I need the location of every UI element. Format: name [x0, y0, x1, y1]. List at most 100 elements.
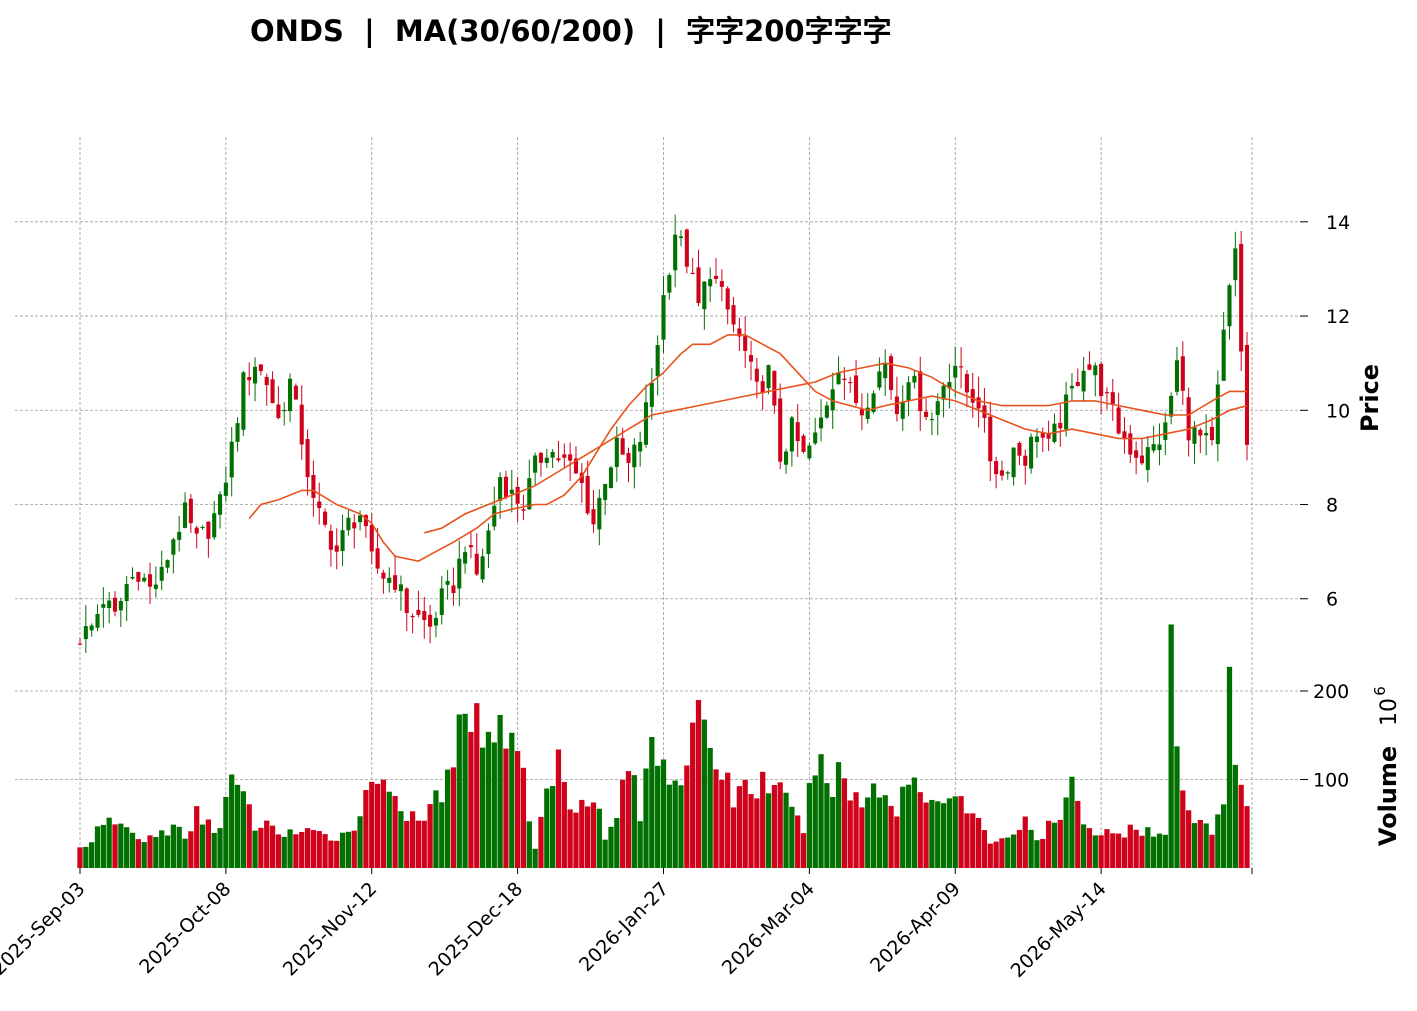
volume-bar — [281, 836, 287, 868]
volume-bar — [229, 774, 235, 868]
volume-bar — [725, 772, 731, 868]
volume-bar — [958, 796, 964, 868]
x-tick-label: 2026-Mar-04 — [718, 878, 819, 979]
candle-body — [603, 483, 608, 500]
candle-body — [614, 437, 619, 467]
x-tick-label: 2026-May-14 — [1007, 878, 1111, 982]
candle-body — [118, 601, 123, 611]
volume-bar — [199, 824, 206, 868]
candle-body — [1087, 364, 1092, 370]
price-candles — [77, 214, 1250, 653]
candle-body — [696, 267, 701, 304]
volume-bar — [211, 832, 217, 868]
volume-bar — [1162, 834, 1168, 868]
volume-bar — [900, 786, 906, 868]
volume-bar — [474, 703, 480, 868]
candle-body — [708, 279, 713, 287]
volume-bar — [363, 790, 369, 868]
candle-body — [1151, 444, 1156, 451]
candle-body — [544, 457, 549, 463]
volume-bar — [806, 783, 813, 868]
volume-bar — [975, 817, 982, 868]
candle-body — [1023, 455, 1028, 466]
candle-body — [130, 577, 135, 579]
candle-body — [369, 524, 374, 552]
candle-body — [766, 365, 771, 389]
volume-bar — [170, 824, 176, 868]
volume-bar — [812, 775, 818, 868]
candle-body — [468, 545, 473, 548]
volume-bar — [713, 769, 719, 868]
volume-bar — [293, 834, 299, 868]
volume-bar — [835, 762, 842, 868]
volume-bar — [596, 808, 602, 868]
volume-bar — [520, 767, 527, 868]
volume-bar — [532, 848, 538, 868]
candle-body — [953, 365, 958, 378]
volume-bar — [847, 800, 853, 868]
volume-bar — [567, 809, 573, 868]
candle-body — [830, 389, 835, 411]
volume-bar — [1051, 822, 1058, 868]
volume-bar — [1186, 810, 1192, 868]
volume-bar — [526, 821, 532, 868]
candle-body — [929, 418, 934, 421]
candle-body — [533, 455, 538, 473]
candle-body — [375, 548, 380, 569]
volume-bar — [258, 827, 264, 868]
volume-bar — [1045, 820, 1052, 868]
volume-bar — [1010, 834, 1017, 868]
volume-bar — [1197, 819, 1203, 868]
price-axis-label: Price — [1356, 364, 1384, 432]
candle-body — [859, 409, 864, 416]
volume-bar — [479, 747, 486, 868]
candle-body — [182, 502, 188, 528]
candle-body — [317, 501, 322, 508]
candle-body — [988, 416, 993, 462]
candle-body — [235, 423, 240, 442]
candle-body — [515, 486, 520, 504]
volume-bar — [1057, 819, 1063, 868]
chart-title: ONDS | MA(30/60/200) | 字字200字字字 — [250, 14, 892, 48]
candle-body — [305, 439, 310, 478]
price-tick-label: 6 — [1326, 589, 1338, 611]
candle-body — [638, 441, 643, 452]
candle-body — [585, 475, 590, 514]
volume-bar — [194, 806, 200, 868]
candle-body — [521, 509, 526, 511]
volume-bar — [386, 791, 392, 868]
volume-bar — [1092, 835, 1098, 868]
candle-body — [177, 531, 182, 540]
volume-bar — [1145, 827, 1151, 868]
candle-body — [95, 613, 100, 628]
candle-body — [1157, 444, 1162, 451]
candle-body — [568, 454, 573, 461]
candle-body — [1058, 422, 1063, 429]
volume-bar — [124, 827, 130, 868]
candle-body — [924, 411, 929, 417]
volume-bar — [1156, 833, 1163, 868]
candle-body — [1104, 392, 1110, 394]
price-tick-label: 14 — [1326, 212, 1350, 234]
candle-body — [1227, 285, 1232, 327]
volume-bar — [1080, 824, 1087, 868]
candle-body — [649, 382, 654, 407]
candle-body — [1064, 394, 1069, 430]
volume-bar — [1016, 829, 1023, 868]
candle-body — [1011, 447, 1016, 478]
volume-bar — [1098, 835, 1104, 868]
candle-body — [188, 498, 193, 524]
candle-body — [947, 382, 952, 389]
candle-body — [754, 368, 759, 382]
candle-body — [883, 362, 888, 379]
candle-body — [323, 511, 328, 525]
candle-body — [970, 389, 975, 403]
candle-body — [760, 381, 765, 394]
candle-body — [538, 452, 544, 463]
volume-bar — [946, 798, 953, 868]
candle-body — [848, 381, 853, 384]
candle-body — [200, 526, 205, 529]
volume-tick-label: 200 — [1313, 681, 1349, 703]
ma-60-line — [424, 362, 1247, 534]
volume-exponent-power: 6 — [1371, 686, 1389, 696]
